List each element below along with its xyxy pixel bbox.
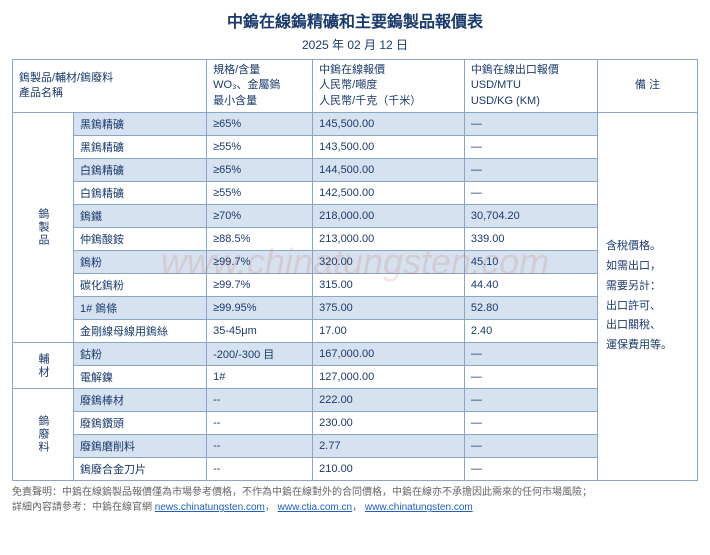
- cell-name: 鎢粉: [74, 251, 207, 274]
- group-label: 鎢製品: [13, 113, 74, 343]
- cell-spec: ≥88.5%: [207, 228, 313, 251]
- cell-name: 仲鎢酸銨: [74, 228, 207, 251]
- cell-usd: —: [464, 136, 597, 159]
- cell-usd: —: [464, 113, 597, 136]
- cell-usd: —: [464, 389, 597, 412]
- table-row: 黑鎢精礦≥55%143,500.00—: [13, 136, 698, 159]
- link-news[interactable]: news.chinatungsten.com: [155, 502, 265, 513]
- group-label: 輔材: [13, 343, 74, 389]
- table-row: 金剛線母線用鎢絲35-45μm17.002.40: [13, 320, 698, 343]
- table-row: 鎢鐵≥70%218,000.0030,704.20: [13, 205, 698, 228]
- cell-spec: ≥65%: [207, 113, 313, 136]
- table-row: 仲鎢酸銨≥88.5%213,000.00339.00: [13, 228, 698, 251]
- cell-usd: 339.00: [464, 228, 597, 251]
- cell-usd: —: [464, 159, 597, 182]
- table-row: 廢鎢鑽頭--230.00—: [13, 412, 698, 435]
- cell-name: 電解鎳: [74, 366, 207, 389]
- cell-name: 碳化鎢粉: [74, 274, 207, 297]
- notes-cell: 含稅價格。如需出口，需要另計：出口許可、出口關稅、運保費用等。: [598, 113, 698, 481]
- table-row: 白鎢精礦≥65%144,500.00—: [13, 159, 698, 182]
- table-row: 鎢製品黑鎢精礦≥65%145,500.00—含稅價格。如需出口，需要另計：出口許…: [13, 113, 698, 136]
- col-product: 鎢製品/輔材/鎢廢料產品名稱: [13, 60, 207, 113]
- footer-disclaimer: 免責聲明：中鎢在線鎢製品報價僅為市場參考價格，不作為中鎢在線對外的合同價格，中鎢…: [12, 485, 698, 515]
- cell-name: 鎢廢合金刀片: [74, 458, 207, 481]
- table-row: 碳化鎢粉≥99.7%315.0044.40: [13, 274, 698, 297]
- table-row: 廢鎢磨削料--2.77—: [13, 435, 698, 458]
- cell-rmb: 222.00: [313, 389, 465, 412]
- cell-usd: 52.80: [464, 297, 597, 320]
- page-date: 2025 年 02 月 12 日: [12, 36, 698, 53]
- cell-rmb: 230.00: [313, 412, 465, 435]
- cell-name: 鈷粉: [74, 343, 207, 366]
- cell-usd: —: [464, 343, 597, 366]
- cell-usd: 2.40: [464, 320, 597, 343]
- cell-rmb: 17.00: [313, 320, 465, 343]
- cell-name: 黑鎢精礦: [74, 113, 207, 136]
- cell-name: 廢鎢磨削料: [74, 435, 207, 458]
- price-table: 鎢製品/輔材/鎢廢料產品名稱 規格/含量WO₃、金屬鎢最小含量 中鎢在線報價人民…: [12, 59, 698, 481]
- table-row: 鎢粉≥99.7%320.0045.10: [13, 251, 698, 274]
- cell-name: 白鎢精礦: [74, 159, 207, 182]
- col-price-rmb: 中鎢在線報價人民幣/噸度人民幣/千克（千米）: [313, 60, 465, 113]
- cell-rmb: 213,000.00: [313, 228, 465, 251]
- table-row: 輔材鈷粉-200/-300 目167,000.00—: [13, 343, 698, 366]
- cell-spec: ≥70%: [207, 205, 313, 228]
- col-spec: 規格/含量WO₃、金屬鎢最小含量: [207, 60, 313, 113]
- cell-rmb: 127,000.00: [313, 366, 465, 389]
- cell-rmb: 218,000.00: [313, 205, 465, 228]
- cell-rmb: 143,500.00: [313, 136, 465, 159]
- cell-rmb: 315.00: [313, 274, 465, 297]
- cell-rmb: 210.00: [313, 458, 465, 481]
- cell-spec: --: [207, 458, 313, 481]
- cell-name: 白鎢精礦: [74, 182, 207, 205]
- cell-rmb: 2.77: [313, 435, 465, 458]
- table-row: 電解鎳1#127,000.00—: [13, 366, 698, 389]
- cell-name: 黑鎢精礦: [74, 136, 207, 159]
- cell-spec: --: [207, 389, 313, 412]
- cell-spec: --: [207, 412, 313, 435]
- cell-usd: —: [464, 458, 597, 481]
- cell-usd: 30,704.20: [464, 205, 597, 228]
- cell-name: 金剛線母線用鎢絲: [74, 320, 207, 343]
- table-row: 鎢廢料廢鎢棒材--222.00—: [13, 389, 698, 412]
- cell-spec: ≥99.7%: [207, 274, 313, 297]
- cell-name: 鎢鐵: [74, 205, 207, 228]
- page-title: 中鎢在線鎢精礦和主要鎢製品報價表: [12, 8, 698, 32]
- cell-usd: 45.10: [464, 251, 597, 274]
- cell-rmb: 144,500.00: [313, 159, 465, 182]
- table-row: 1# 鎢條≥99.95%375.0052.80: [13, 297, 698, 320]
- cell-spec: 1#: [207, 366, 313, 389]
- cell-name: 廢鎢鑽頭: [74, 412, 207, 435]
- cell-name: 廢鎢棒材: [74, 389, 207, 412]
- cell-rmb: 142,500.00: [313, 182, 465, 205]
- link-ctia[interactable]: www.ctia.com.cn: [278, 502, 352, 513]
- group-label: 鎢廢料: [13, 389, 74, 481]
- table-row: 白鎢精礦≥55%142,500.00—: [13, 182, 698, 205]
- link-ct[interactable]: www.chinatungsten.com: [365, 502, 473, 513]
- cell-spec: ≥65%: [207, 159, 313, 182]
- cell-usd: —: [464, 435, 597, 458]
- cell-usd: 44.40: [464, 274, 597, 297]
- cell-usd: —: [464, 412, 597, 435]
- cell-name: 1# 鎢條: [74, 297, 207, 320]
- cell-usd: —: [464, 366, 597, 389]
- cell-spec: ≥55%: [207, 136, 313, 159]
- cell-spec: ≥99.95%: [207, 297, 313, 320]
- cell-rmb: 320.00: [313, 251, 465, 274]
- table-row: 鎢廢合金刀片--210.00—: [13, 458, 698, 481]
- cell-spec: -200/-300 目: [207, 343, 313, 366]
- col-price-usd: 中鎢在線出口報價USD/MTUUSD/KG (KM): [464, 60, 597, 113]
- cell-spec: ≥55%: [207, 182, 313, 205]
- col-notes: 備 注: [598, 60, 698, 113]
- cell-spec: ≥99.7%: [207, 251, 313, 274]
- cell-rmb: 145,500.00: [313, 113, 465, 136]
- cell-spec: 35-45μm: [207, 320, 313, 343]
- cell-spec: --: [207, 435, 313, 458]
- cell-usd: —: [464, 182, 597, 205]
- cell-rmb: 375.00: [313, 297, 465, 320]
- cell-rmb: 167,000.00: [313, 343, 465, 366]
